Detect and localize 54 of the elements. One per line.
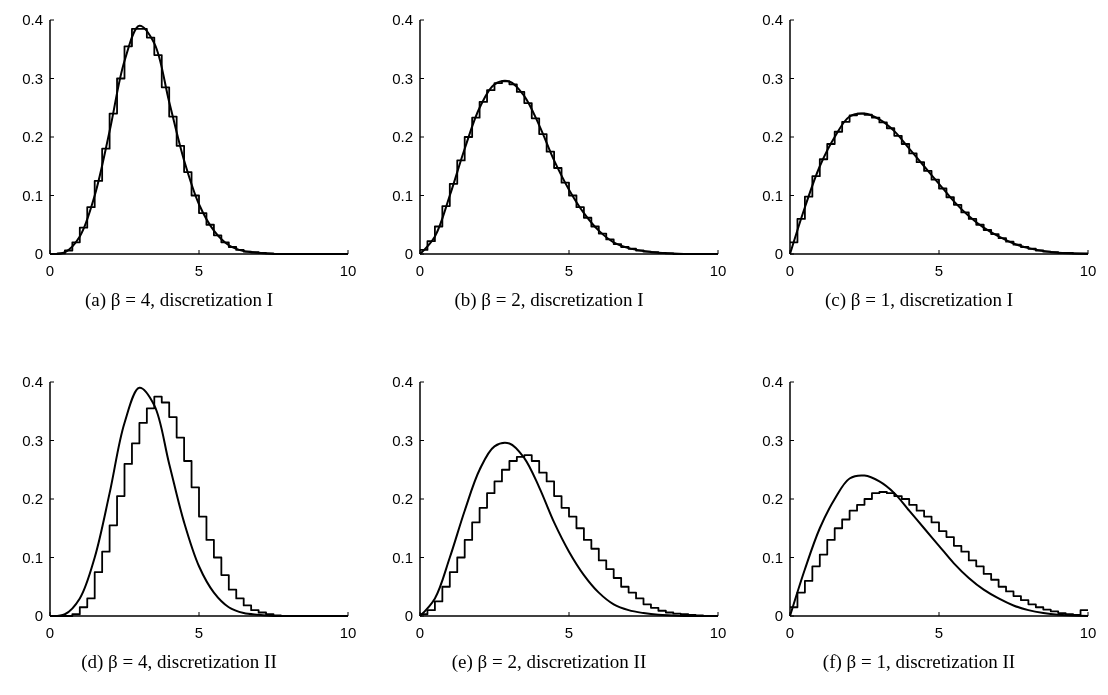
text: (a) β = 4, discretization I bbox=[84, 289, 274, 311]
x-tick-label: 0 bbox=[785, 624, 795, 641]
x-tick-label: 5 bbox=[564, 624, 574, 641]
x-tick-label: 10 bbox=[709, 262, 727, 279]
x-tick-label: 5 bbox=[194, 262, 204, 279]
x-tick-label: 0 bbox=[415, 262, 425, 279]
y-tick-label: 0.1 bbox=[762, 548, 783, 566]
y-tick-label: 0.1 bbox=[22, 548, 43, 566]
x-tick-label: 5 bbox=[564, 262, 574, 279]
x-tick-label: 10 bbox=[709, 624, 727, 641]
y-tick-label: 0.3 bbox=[22, 431, 43, 449]
x-tick-label: 0 bbox=[415, 624, 425, 641]
y-tick-label: 0.4 bbox=[392, 373, 413, 391]
x-tick-label: 10 bbox=[339, 262, 357, 279]
y-tick-label: 0 bbox=[774, 607, 783, 625]
x-tick-label: 5 bbox=[934, 624, 944, 641]
x-tick-label: 0 bbox=[785, 262, 795, 279]
y-tick-label: 0.3 bbox=[392, 431, 413, 449]
y-tick-label: 0.4 bbox=[762, 373, 783, 391]
y-tick-label: 0.3 bbox=[762, 431, 783, 449]
x-tick-label: 5 bbox=[194, 624, 204, 641]
y-tick-label: 0 bbox=[404, 607, 413, 625]
y-tick-label: 0.1 bbox=[762, 186, 783, 204]
y-tick-label: 0.4 bbox=[762, 11, 783, 29]
y-tick-label: 0.4 bbox=[22, 373, 43, 391]
y-tick-label: 0.2 bbox=[392, 128, 413, 146]
y-tick-label: 0.1 bbox=[392, 548, 413, 566]
x-tick-label: 5 bbox=[934, 262, 944, 279]
y-tick-label: 0.3 bbox=[22, 69, 43, 87]
y-tick-label: 0.4 bbox=[392, 11, 413, 29]
y-tick-label: 0.1 bbox=[22, 186, 43, 204]
y-tick-label: 0.4 bbox=[22, 11, 43, 29]
y-tick-label: 0 bbox=[774, 245, 783, 263]
y-tick-label: 0.2 bbox=[762, 490, 783, 508]
y-tick-label: 0.3 bbox=[762, 69, 783, 87]
text: (f) β = 1, discretization II bbox=[822, 651, 1016, 673]
x-tick-label: 0 bbox=[45, 262, 55, 279]
y-tick-label: 0.2 bbox=[762, 128, 783, 146]
text: (d) β = 4, discretization II bbox=[81, 651, 277, 673]
text: (c) β = 1, discretization I bbox=[824, 289, 1014, 311]
text: (b) β = 2, discretization I bbox=[454, 289, 644, 311]
y-tick-label: 0.3 bbox=[392, 69, 413, 87]
y-tick-label: 0.2 bbox=[22, 128, 43, 146]
x-tick-label: 10 bbox=[1079, 262, 1097, 279]
y-tick-label: 0.2 bbox=[392, 490, 413, 508]
x-tick-label: 0 bbox=[45, 624, 55, 641]
y-tick-label: 0 bbox=[34, 607, 43, 625]
y-tick-label: 0.2 bbox=[22, 490, 43, 508]
y-tick-label: 0 bbox=[34, 245, 43, 263]
text: (e) β = 2, discretization II bbox=[451, 651, 647, 673]
x-tick-label: 10 bbox=[1079, 624, 1097, 641]
y-tick-label: 0.1 bbox=[392, 186, 413, 204]
x-tick-label: 10 bbox=[339, 624, 357, 641]
y-tick-label: 0 bbox=[404, 245, 413, 263]
